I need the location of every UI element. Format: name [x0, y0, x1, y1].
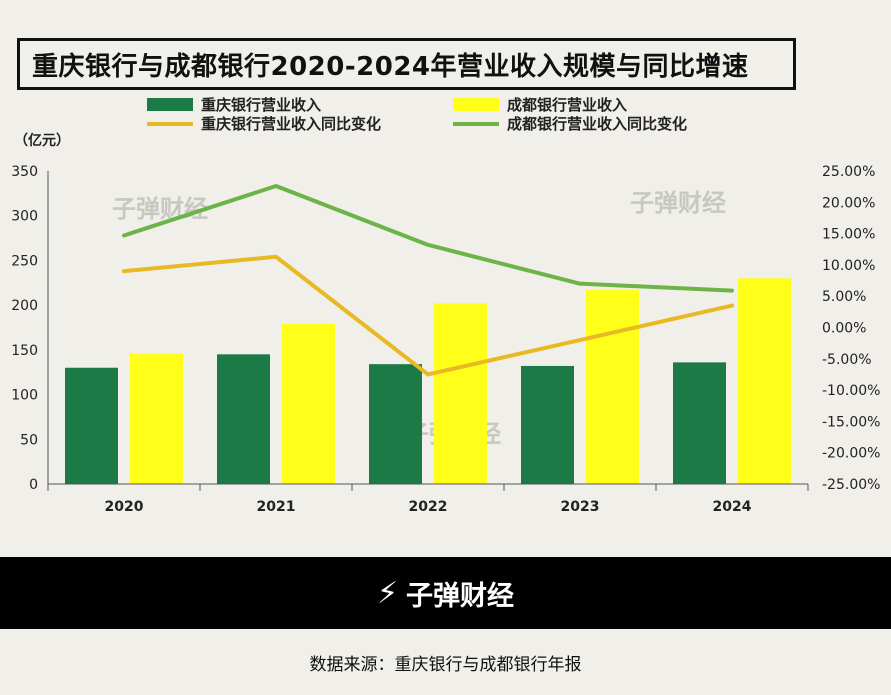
x-tick-label: 2022	[409, 499, 448, 515]
y-left-tick-label: 50	[20, 432, 38, 448]
chart-title-box: 重庆银行与成都银行2020-2024年营业收入规模与同比增速	[17, 38, 796, 90]
y-right-tick-label: -5.00%	[822, 352, 872, 368]
bars	[65, 278, 791, 484]
y-right-tick-label: -20.00%	[822, 446, 880, 462]
legend-label-cd-revenue: 成都银行营业收入	[507, 96, 628, 114]
y-right-tick-label: 10.00%	[822, 258, 875, 274]
y-right-tick-label: 0.00%	[822, 321, 866, 337]
watermark-2: 子弹财经	[630, 189, 726, 217]
legend-cd-growth: 成都银行营业收入同比变化	[453, 113, 687, 134]
legend-cq-growth: 重庆银行营业收入同比变化	[147, 113, 381, 134]
legend-line-cd	[453, 121, 499, 126]
legend-cq-revenue: 重庆银行营业收入	[147, 94, 321, 115]
bar-cq-revenue	[65, 367, 118, 484]
y-right-tick-label: -15.00%	[822, 414, 880, 430]
y-left-tick-label: 300	[11, 209, 38, 225]
legend-line-cq	[147, 121, 193, 126]
lines	[122, 184, 734, 377]
y-left-tick-label: 0	[29, 477, 38, 493]
footer-logo-text: 子弹财经	[406, 580, 515, 612]
unit-label: （亿元）	[14, 133, 70, 149]
y-left-tick-label: 150	[11, 343, 38, 359]
y-left-tick-label: 100	[11, 388, 38, 404]
bar-cq-revenue	[521, 365, 574, 484]
line-cq-growth	[122, 254, 734, 377]
footer-bar: ⚡ 子弹财经	[0, 557, 891, 629]
bar-cd-revenue	[282, 323, 335, 484]
legend-label-cq-revenue: 重庆银行营业收入	[201, 96, 322, 114]
x-tick-label: 2024	[713, 499, 752, 515]
bar-cd-revenue	[586, 289, 639, 484]
chart-title: 重庆银行与成都银行2020-2024年营业收入规模与同比增速	[32, 51, 749, 82]
line-cd-growth	[122, 184, 734, 293]
footer-logo: ⚡ 子弹财经	[377, 574, 514, 613]
x-tick-label: 2023	[561, 499, 600, 515]
axes: 0 50 100 150 200 250 300 350 -25.00% -20.00% -15.0…	[11, 164, 880, 515]
legend-label-cd-growth: 成都银行营业收入同比变化	[507, 115, 688, 133]
y-right-tick-label: -25.00%	[822, 477, 880, 493]
bar-cd-revenue	[738, 278, 791, 484]
bolt-icon: ⚡	[376, 575, 399, 611]
y-right-tick-label: 5.00%	[822, 289, 866, 305]
legend-swatch-cq	[147, 98, 193, 111]
x-tick-label: 2021	[257, 499, 296, 515]
data-source: 数据来源：重庆银行与成都银行年报	[309, 654, 582, 675]
legend-label-cq-growth: 重庆银行营业收入同比变化	[201, 115, 382, 133]
bar-cq-revenue	[369, 364, 422, 484]
y-right-tick-label: 25.00%	[822, 164, 875, 180]
bar-cq-revenue	[217, 354, 270, 484]
bar-cd-revenue	[130, 353, 183, 484]
y-left-tick-label: 200	[11, 298, 38, 314]
y-left-tick-label: 250	[11, 253, 38, 269]
watermark-1: 子弹财经	[112, 195, 208, 223]
bar-cd-revenue	[434, 303, 487, 484]
y-right-tick-label: 20.00%	[822, 195, 875, 211]
y-left-tick-label: 350	[11, 164, 38, 180]
chart-area: 子弹财经 子弹财经 子弹财经 050100150200250300350-25.…	[11, 164, 880, 515]
legend-cd-revenue: 成都银行营业收入	[453, 94, 627, 115]
x-tick-label: 2020	[105, 499, 144, 515]
y-right-tick-label: 15.00%	[822, 227, 875, 243]
legend-swatch-cd	[453, 98, 499, 111]
bar-cq-revenue	[673, 362, 726, 484]
y-right-tick-label: -10.00%	[822, 383, 880, 399]
